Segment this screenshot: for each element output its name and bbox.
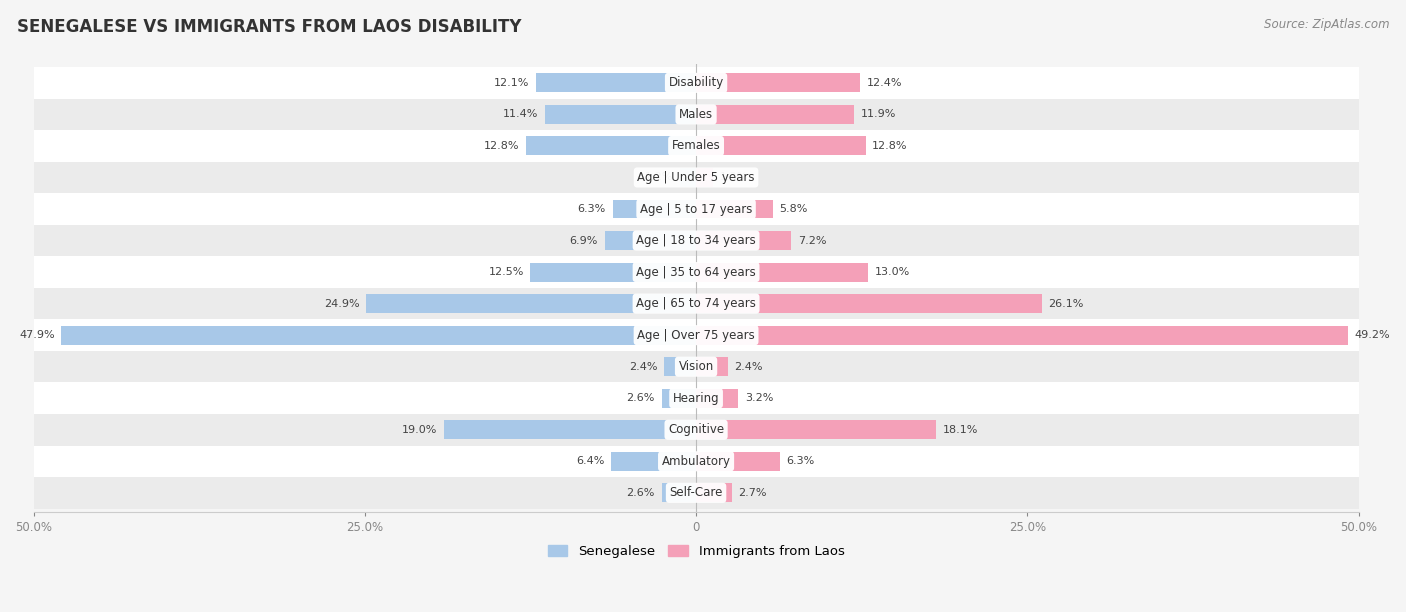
Bar: [696, 357, 728, 376]
Bar: [696, 136, 866, 155]
Bar: [34, 351, 1358, 382]
Bar: [696, 73, 860, 92]
Text: Source: ZipAtlas.com: Source: ZipAtlas.com: [1264, 18, 1389, 31]
Bar: [696, 326, 1348, 345]
Bar: [696, 294, 1042, 313]
Text: 2.6%: 2.6%: [627, 488, 655, 498]
Text: 47.9%: 47.9%: [20, 330, 55, 340]
Text: 6.4%: 6.4%: [576, 457, 605, 466]
Text: 1.2%: 1.2%: [645, 173, 673, 182]
Bar: [34, 477, 1358, 509]
Bar: [530, 263, 696, 282]
Text: 6.3%: 6.3%: [786, 457, 814, 466]
Text: Age | Over 75 years: Age | Over 75 years: [637, 329, 755, 341]
Text: Disability: Disability: [668, 76, 724, 89]
Bar: [696, 168, 713, 187]
Bar: [34, 319, 1358, 351]
Bar: [34, 446, 1358, 477]
Bar: [681, 168, 696, 187]
Text: 19.0%: 19.0%: [402, 425, 437, 435]
Bar: [696, 389, 738, 408]
Text: 6.9%: 6.9%: [569, 236, 598, 245]
Text: Cognitive: Cognitive: [668, 424, 724, 436]
Text: SENEGALESE VS IMMIGRANTS FROM LAOS DISABILITY: SENEGALESE VS IMMIGRANTS FROM LAOS DISAB…: [17, 18, 522, 36]
Text: 2.7%: 2.7%: [738, 488, 768, 498]
Bar: [526, 136, 696, 155]
Text: Hearing: Hearing: [672, 392, 720, 405]
Bar: [34, 67, 1358, 99]
Bar: [664, 357, 696, 376]
Bar: [662, 389, 696, 408]
Bar: [366, 294, 696, 313]
Text: 18.1%: 18.1%: [942, 425, 979, 435]
Bar: [696, 231, 792, 250]
Bar: [613, 200, 696, 218]
Text: 6.3%: 6.3%: [578, 204, 606, 214]
Bar: [696, 420, 936, 439]
Bar: [34, 288, 1358, 319]
Text: 3.2%: 3.2%: [745, 394, 773, 403]
Bar: [444, 420, 696, 439]
Text: Age | 5 to 17 years: Age | 5 to 17 years: [640, 203, 752, 215]
Text: 1.3%: 1.3%: [720, 173, 748, 182]
Text: 11.9%: 11.9%: [860, 110, 896, 119]
Bar: [34, 162, 1358, 193]
Bar: [662, 483, 696, 502]
Text: 12.8%: 12.8%: [484, 141, 520, 151]
Bar: [34, 382, 1358, 414]
Bar: [34, 99, 1358, 130]
Text: 12.8%: 12.8%: [872, 141, 908, 151]
Text: 7.2%: 7.2%: [799, 236, 827, 245]
Bar: [34, 256, 1358, 288]
Text: Males: Males: [679, 108, 713, 121]
Bar: [62, 326, 696, 345]
Text: 12.1%: 12.1%: [494, 78, 529, 88]
Bar: [612, 452, 696, 471]
Text: 13.0%: 13.0%: [875, 267, 910, 277]
Text: Age | 35 to 64 years: Age | 35 to 64 years: [636, 266, 756, 278]
Text: 12.4%: 12.4%: [868, 78, 903, 88]
Legend: Senegalese, Immigrants from Laos: Senegalese, Immigrants from Laos: [543, 539, 849, 564]
Bar: [34, 414, 1358, 446]
Text: Ambulatory: Ambulatory: [662, 455, 731, 468]
Text: 24.9%: 24.9%: [323, 299, 360, 308]
Text: 12.5%: 12.5%: [488, 267, 524, 277]
Bar: [696, 483, 733, 502]
Text: Age | Under 5 years: Age | Under 5 years: [637, 171, 755, 184]
Bar: [536, 73, 696, 92]
Bar: [696, 452, 779, 471]
Text: 11.4%: 11.4%: [503, 110, 538, 119]
Bar: [546, 105, 696, 124]
Bar: [696, 200, 773, 218]
Bar: [696, 105, 853, 124]
Text: Age | 18 to 34 years: Age | 18 to 34 years: [636, 234, 756, 247]
Text: 49.2%: 49.2%: [1354, 330, 1391, 340]
Text: 2.4%: 2.4%: [628, 362, 658, 371]
Text: 2.4%: 2.4%: [734, 362, 763, 371]
Text: Vision: Vision: [679, 360, 714, 373]
Text: 26.1%: 26.1%: [1049, 299, 1084, 308]
Text: Age | 65 to 74 years: Age | 65 to 74 years: [636, 297, 756, 310]
Text: 5.8%: 5.8%: [779, 204, 808, 214]
Text: Self-Care: Self-Care: [669, 487, 723, 499]
Bar: [34, 225, 1358, 256]
Bar: [34, 130, 1358, 162]
Text: 2.6%: 2.6%: [627, 394, 655, 403]
Bar: [696, 263, 869, 282]
Bar: [605, 231, 696, 250]
Text: Females: Females: [672, 140, 720, 152]
Bar: [34, 193, 1358, 225]
